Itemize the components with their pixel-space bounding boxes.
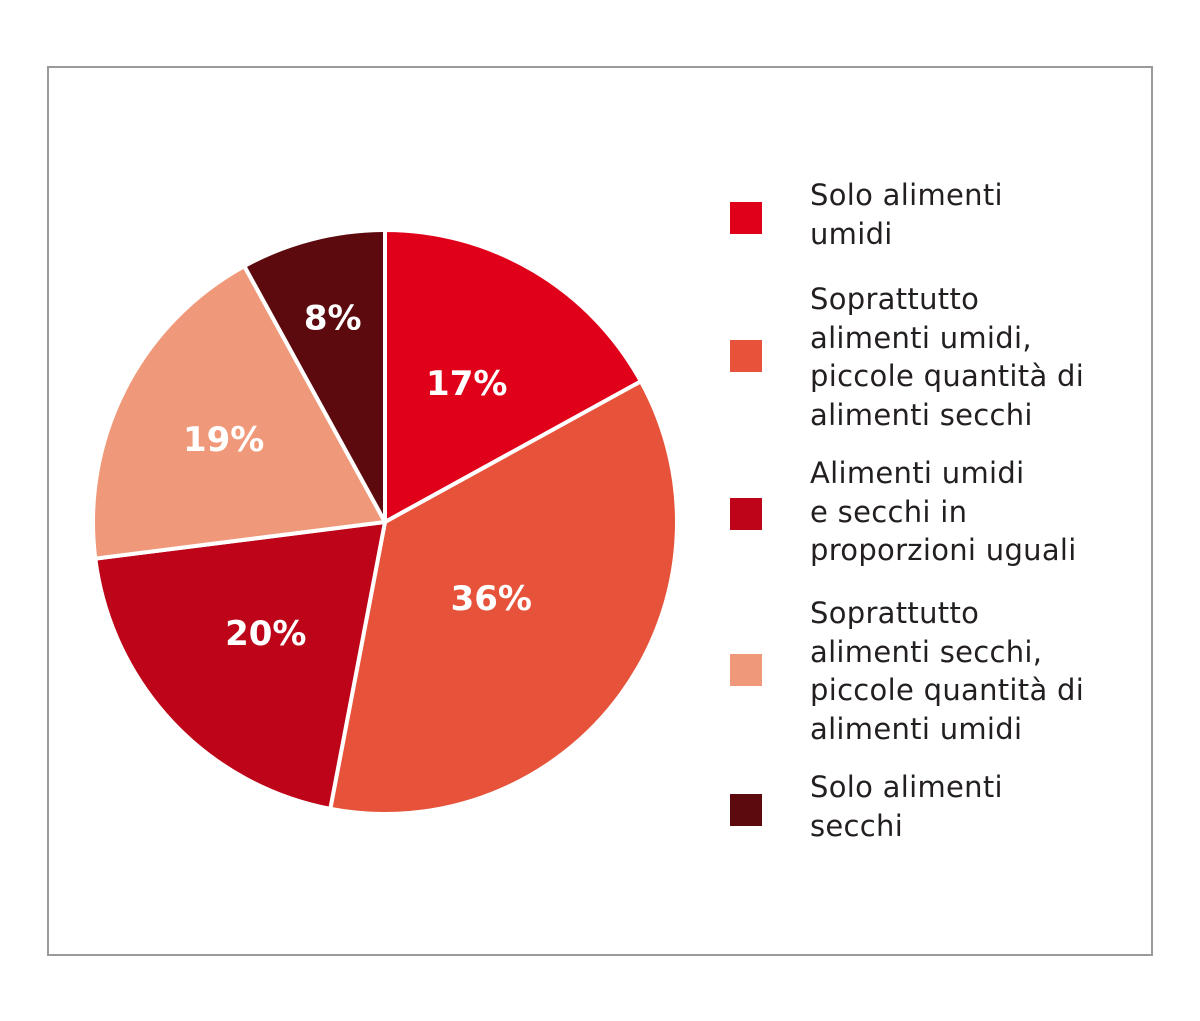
pie-slice-proporzioni-uguali — [93, 520, 387, 811]
slice-label-soprattutto-umidi: 36% — [451, 579, 532, 619]
legend-swatch — [730, 202, 762, 234]
legend-label: Soprattutto alimenti umidi, piccole quan… — [810, 282, 1085, 432]
legend-swatch — [730, 794, 762, 826]
legend-swatch — [730, 498, 762, 530]
pie-slice-solo-secchi — [242, 228, 387, 524]
legend-label: Solo alimenti umidi — [810, 178, 1003, 251]
slice-label-solo-secchi: 8% — [304, 298, 362, 338]
legend-swatch — [730, 340, 762, 372]
legend-item-soprattutto-umidi: Soprattutto alimenti umidi, piccole quan… — [730, 280, 1130, 440]
pie-slice-soprattutto-umidi — [328, 379, 679, 816]
legend-item-soprattutto-secchi: Soprattutto alimenti secchi, piccole qua… — [730, 594, 1130, 754]
legend-item-proporzioni-uguali: Alimenti umidi e secchi in proporzioni u… — [730, 454, 1130, 614]
slice-label-soprattutto-secchi: 19% — [183, 420, 264, 460]
legend-label: Soprattutto alimenti secchi, piccole qua… — [810, 596, 1085, 746]
legend-item-solo-umidi: Solo alimenti umidi — [730, 176, 1130, 336]
legend-label: Solo alimenti secchi — [810, 770, 1003, 843]
legend-swatch — [730, 654, 762, 686]
pie-slice-soprattutto-secchi — [91, 264, 387, 561]
slice-label-proporzioni-uguali: 20% — [225, 614, 306, 654]
pie-slice-solo-umidi — [383, 228, 643, 524]
legend-label: Alimenti umidi e secchi in proporzioni u… — [810, 456, 1077, 567]
slice-label-solo-umidi: 17% — [426, 364, 507, 404]
legend-item-solo-secchi: Solo alimenti secchi — [730, 768, 1130, 928]
